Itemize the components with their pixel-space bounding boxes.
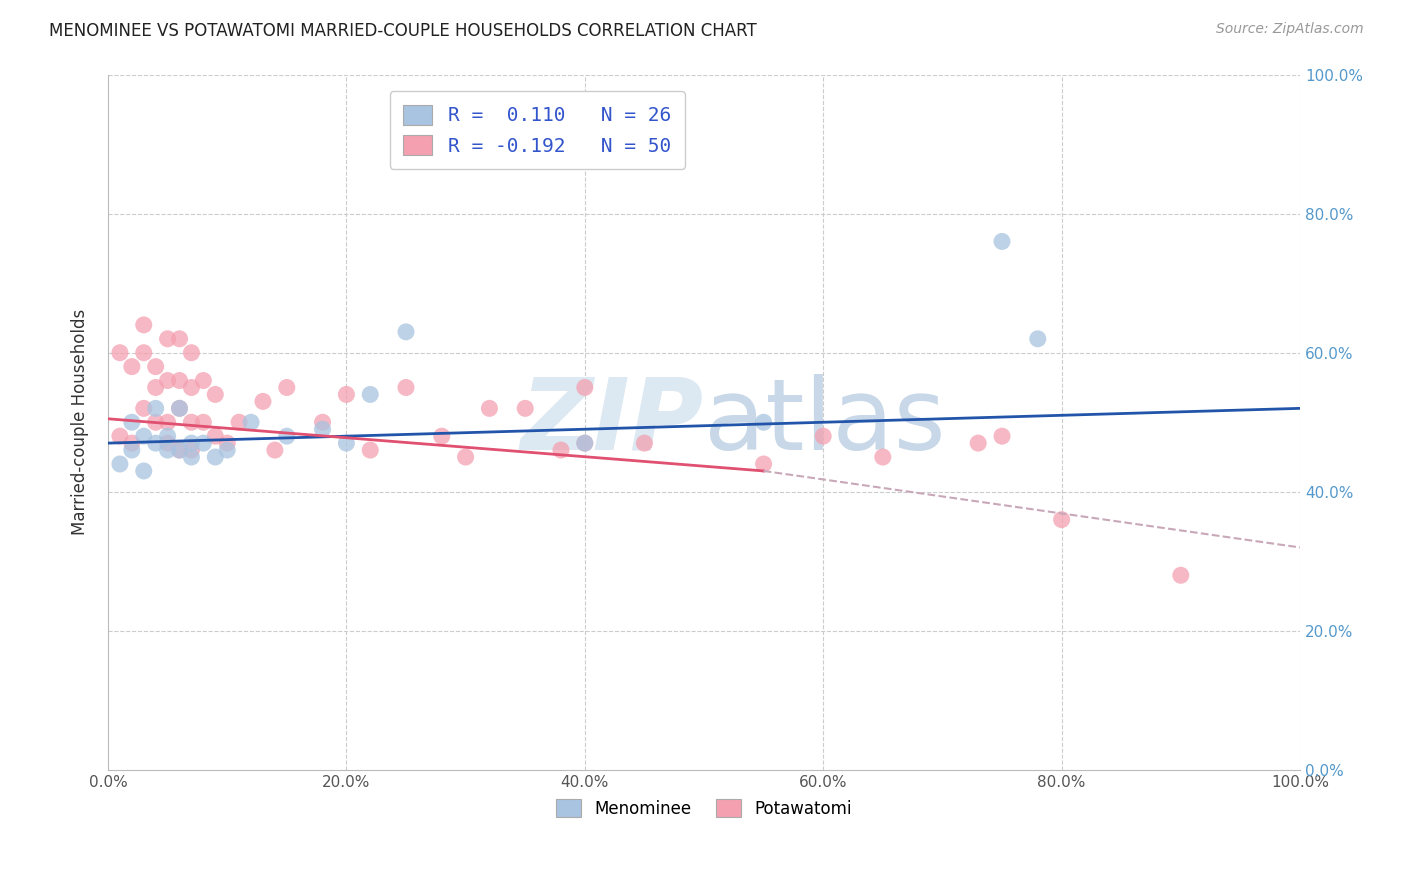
Point [193,374,215,388]
Text: ZIP: ZIP [522,374,704,471]
Point [550,443,572,458]
Point [252,394,274,409]
Point [359,443,381,458]
Point [752,415,775,429]
Point [193,436,215,450]
Point [132,401,155,416]
Point [145,436,167,450]
Point [395,325,418,339]
Point [132,318,155,332]
Point [1050,513,1073,527]
Point [335,387,357,401]
Point [217,436,239,450]
Point [156,436,179,450]
Point [204,450,226,464]
Point [395,380,418,394]
Point [169,374,191,388]
Text: atlas: atlas [704,374,946,471]
Point [264,443,287,458]
Point [311,422,333,436]
Point [967,436,990,450]
Point [204,387,226,401]
Point [169,332,191,346]
Point [169,443,191,458]
Point [180,450,202,464]
Point [633,436,655,450]
Y-axis label: Married-couple Households: Married-couple Households [72,310,89,535]
Point [145,359,167,374]
Point [169,401,191,416]
Point [811,429,834,443]
Point [145,380,167,394]
Text: Source: ZipAtlas.com: Source: ZipAtlas.com [1216,22,1364,37]
Point [169,401,191,416]
Point [311,415,333,429]
Point [991,235,1014,249]
Point [1026,332,1049,346]
Point [204,429,226,443]
Point [156,332,179,346]
Point [121,415,143,429]
Point [276,429,298,443]
Point [121,359,143,374]
Point [121,443,143,458]
Point [240,415,263,429]
Point [180,415,202,429]
Point [156,429,179,443]
Point [108,345,131,359]
Point [752,457,775,471]
Point [169,443,191,458]
Point [180,345,202,359]
Point [145,415,167,429]
Point [430,429,453,443]
Point [121,436,143,450]
Point [1170,568,1192,582]
Point [180,380,202,394]
Point [454,450,477,464]
Text: MENOMINEE VS POTAWATOMI MARRIED-COUPLE HOUSEHOLDS CORRELATION CHART: MENOMINEE VS POTAWATOMI MARRIED-COUPLE H… [49,22,756,40]
Point [276,380,298,394]
Point [228,415,250,429]
Point [193,415,215,429]
Point [872,450,894,464]
Point [478,401,501,416]
Point [108,457,131,471]
Point [515,401,537,416]
Point [156,374,179,388]
Point [574,436,596,450]
Point [132,429,155,443]
Point [335,436,357,450]
Point [359,387,381,401]
Point [145,401,167,416]
Point [156,415,179,429]
Point [180,436,202,450]
Point [574,380,596,394]
Point [132,464,155,478]
Point [108,429,131,443]
Point [180,443,202,458]
Point [991,429,1014,443]
Point [156,443,179,458]
Point [132,345,155,359]
Point [217,443,239,458]
Point [574,436,596,450]
Legend: Menominee, Potawatomi: Menominee, Potawatomi [550,793,859,824]
